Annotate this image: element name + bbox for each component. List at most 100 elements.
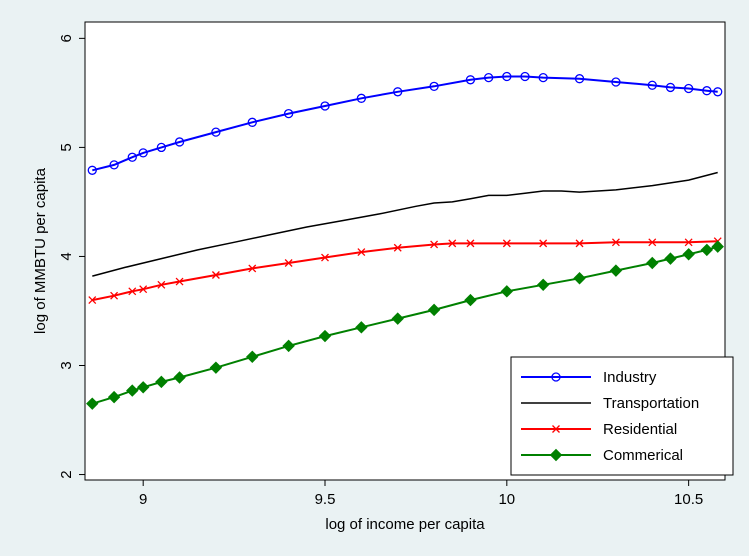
x-marker bbox=[284, 259, 293, 267]
x-marker bbox=[175, 277, 184, 286]
x-axis-label: log of income per capita bbox=[325, 516, 485, 533]
x-marker-stroke bbox=[393, 243, 402, 252]
circle-marker bbox=[87, 165, 97, 175]
circle-marker bbox=[551, 372, 561, 382]
legend-entry: Commerical bbox=[521, 447, 683, 464]
diamond-marker bbox=[136, 381, 150, 394]
x-marker bbox=[684, 238, 693, 247]
y-tick-label: 6 bbox=[58, 34, 75, 42]
series-layer bbox=[86, 71, 724, 410]
x-marker-stroke bbox=[321, 253, 329, 262]
circle-marker bbox=[647, 80, 657, 90]
x-marker bbox=[357, 248, 366, 257]
x-tick-label: 10 bbox=[498, 491, 515, 508]
legend-entry: Transportation bbox=[521, 395, 699, 412]
circle-marker bbox=[502, 71, 512, 82]
diamond-marker bbox=[500, 285, 514, 298]
legend-label: Transportation bbox=[603, 395, 699, 412]
x-marker bbox=[502, 239, 511, 248]
circle-marker bbox=[429, 81, 439, 91]
series-industry bbox=[87, 71, 723, 175]
x-marker-stroke bbox=[88, 296, 97, 305]
x-tick-label: 9.5 bbox=[315, 491, 336, 508]
circle-marker bbox=[611, 77, 621, 87]
series-line bbox=[92, 171, 718, 277]
x-marker-stroke bbox=[648, 238, 657, 247]
x-marker-stroke bbox=[110, 291, 119, 300]
x-marker-stroke bbox=[539, 239, 548, 248]
x-marker-stroke bbox=[552, 425, 560, 433]
diamond-marker bbox=[427, 303, 441, 317]
y-axis-label: log of MMBTU per capita bbox=[32, 167, 49, 334]
x-marker-stroke bbox=[248, 264, 257, 273]
x-marker-stroke bbox=[502, 239, 511, 248]
x-marker bbox=[139, 285, 148, 294]
series-line bbox=[92, 240, 718, 302]
diamond-marker bbox=[646, 256, 659, 270]
legend-entry: Industry bbox=[521, 369, 657, 386]
x-marker bbox=[611, 238, 620, 247]
circle-marker bbox=[156, 142, 167, 153]
y-tick-label: 3 bbox=[58, 361, 75, 369]
series-line bbox=[92, 75, 718, 172]
x-marker bbox=[575, 239, 584, 248]
circle-marker bbox=[520, 71, 530, 82]
diamond-marker bbox=[246, 350, 259, 363]
diamond-marker bbox=[126, 384, 139, 397]
diamond-marker bbox=[209, 361, 223, 374]
x-marker bbox=[552, 425, 560, 433]
x-marker bbox=[448, 239, 457, 248]
legend-label: Residential bbox=[603, 421, 677, 438]
circle-marker bbox=[702, 86, 712, 96]
x-marker-stroke bbox=[684, 238, 693, 247]
circle-marker bbox=[713, 87, 723, 97]
x-marker-stroke bbox=[284, 259, 293, 267]
x-marker bbox=[211, 271, 220, 279]
x-marker bbox=[393, 243, 402, 252]
x-tick-label: 10.5 bbox=[674, 491, 703, 508]
circle-marker bbox=[247, 117, 257, 127]
x-marker-stroke bbox=[211, 271, 220, 279]
x-marker bbox=[88, 296, 97, 305]
diamond-marker bbox=[549, 448, 563, 462]
circle-marker bbox=[127, 152, 137, 162]
x-marker-stroke bbox=[466, 239, 475, 248]
x-marker bbox=[128, 287, 137, 296]
circle-marker bbox=[283, 108, 294, 119]
legend-label: Industry bbox=[603, 369, 657, 386]
circle-marker bbox=[211, 127, 221, 137]
diamond-marker bbox=[700, 243, 714, 257]
diamond-marker bbox=[355, 321, 368, 334]
x-marker-stroke bbox=[128, 287, 137, 296]
diamond-marker bbox=[609, 264, 623, 277]
x-marker-stroke bbox=[139, 285, 148, 294]
diamond-marker bbox=[282, 339, 295, 353]
axes: 9 9.5 10 10.5 2 3 4 5 6 bbox=[58, 34, 703, 508]
x-marker-stroke bbox=[448, 239, 457, 248]
x-marker bbox=[648, 238, 657, 247]
series-residential bbox=[88, 237, 722, 305]
series-transportation bbox=[92, 171, 718, 277]
x-marker bbox=[110, 291, 119, 300]
diamond-marker bbox=[391, 312, 404, 325]
circle-marker bbox=[465, 75, 476, 85]
diamond-marker bbox=[155, 375, 168, 389]
diamond-marker bbox=[536, 278, 550, 292]
circle-marker bbox=[538, 72, 548, 83]
circle-marker bbox=[109, 160, 119, 170]
x-marker-stroke bbox=[157, 280, 166, 289]
x-marker-stroke bbox=[575, 239, 584, 248]
x-marker-stroke bbox=[357, 248, 366, 257]
diamond-marker bbox=[464, 293, 477, 307]
circle-marker bbox=[174, 137, 185, 147]
legend-entry: Residential bbox=[521, 421, 677, 438]
y-tick-label: 4 bbox=[58, 252, 75, 260]
x-marker bbox=[321, 253, 329, 262]
circle-marker bbox=[393, 87, 403, 97]
diamond-marker bbox=[573, 272, 586, 285]
x-marker bbox=[539, 239, 548, 248]
circle-marker bbox=[138, 148, 148, 158]
x-marker-stroke bbox=[611, 238, 620, 247]
